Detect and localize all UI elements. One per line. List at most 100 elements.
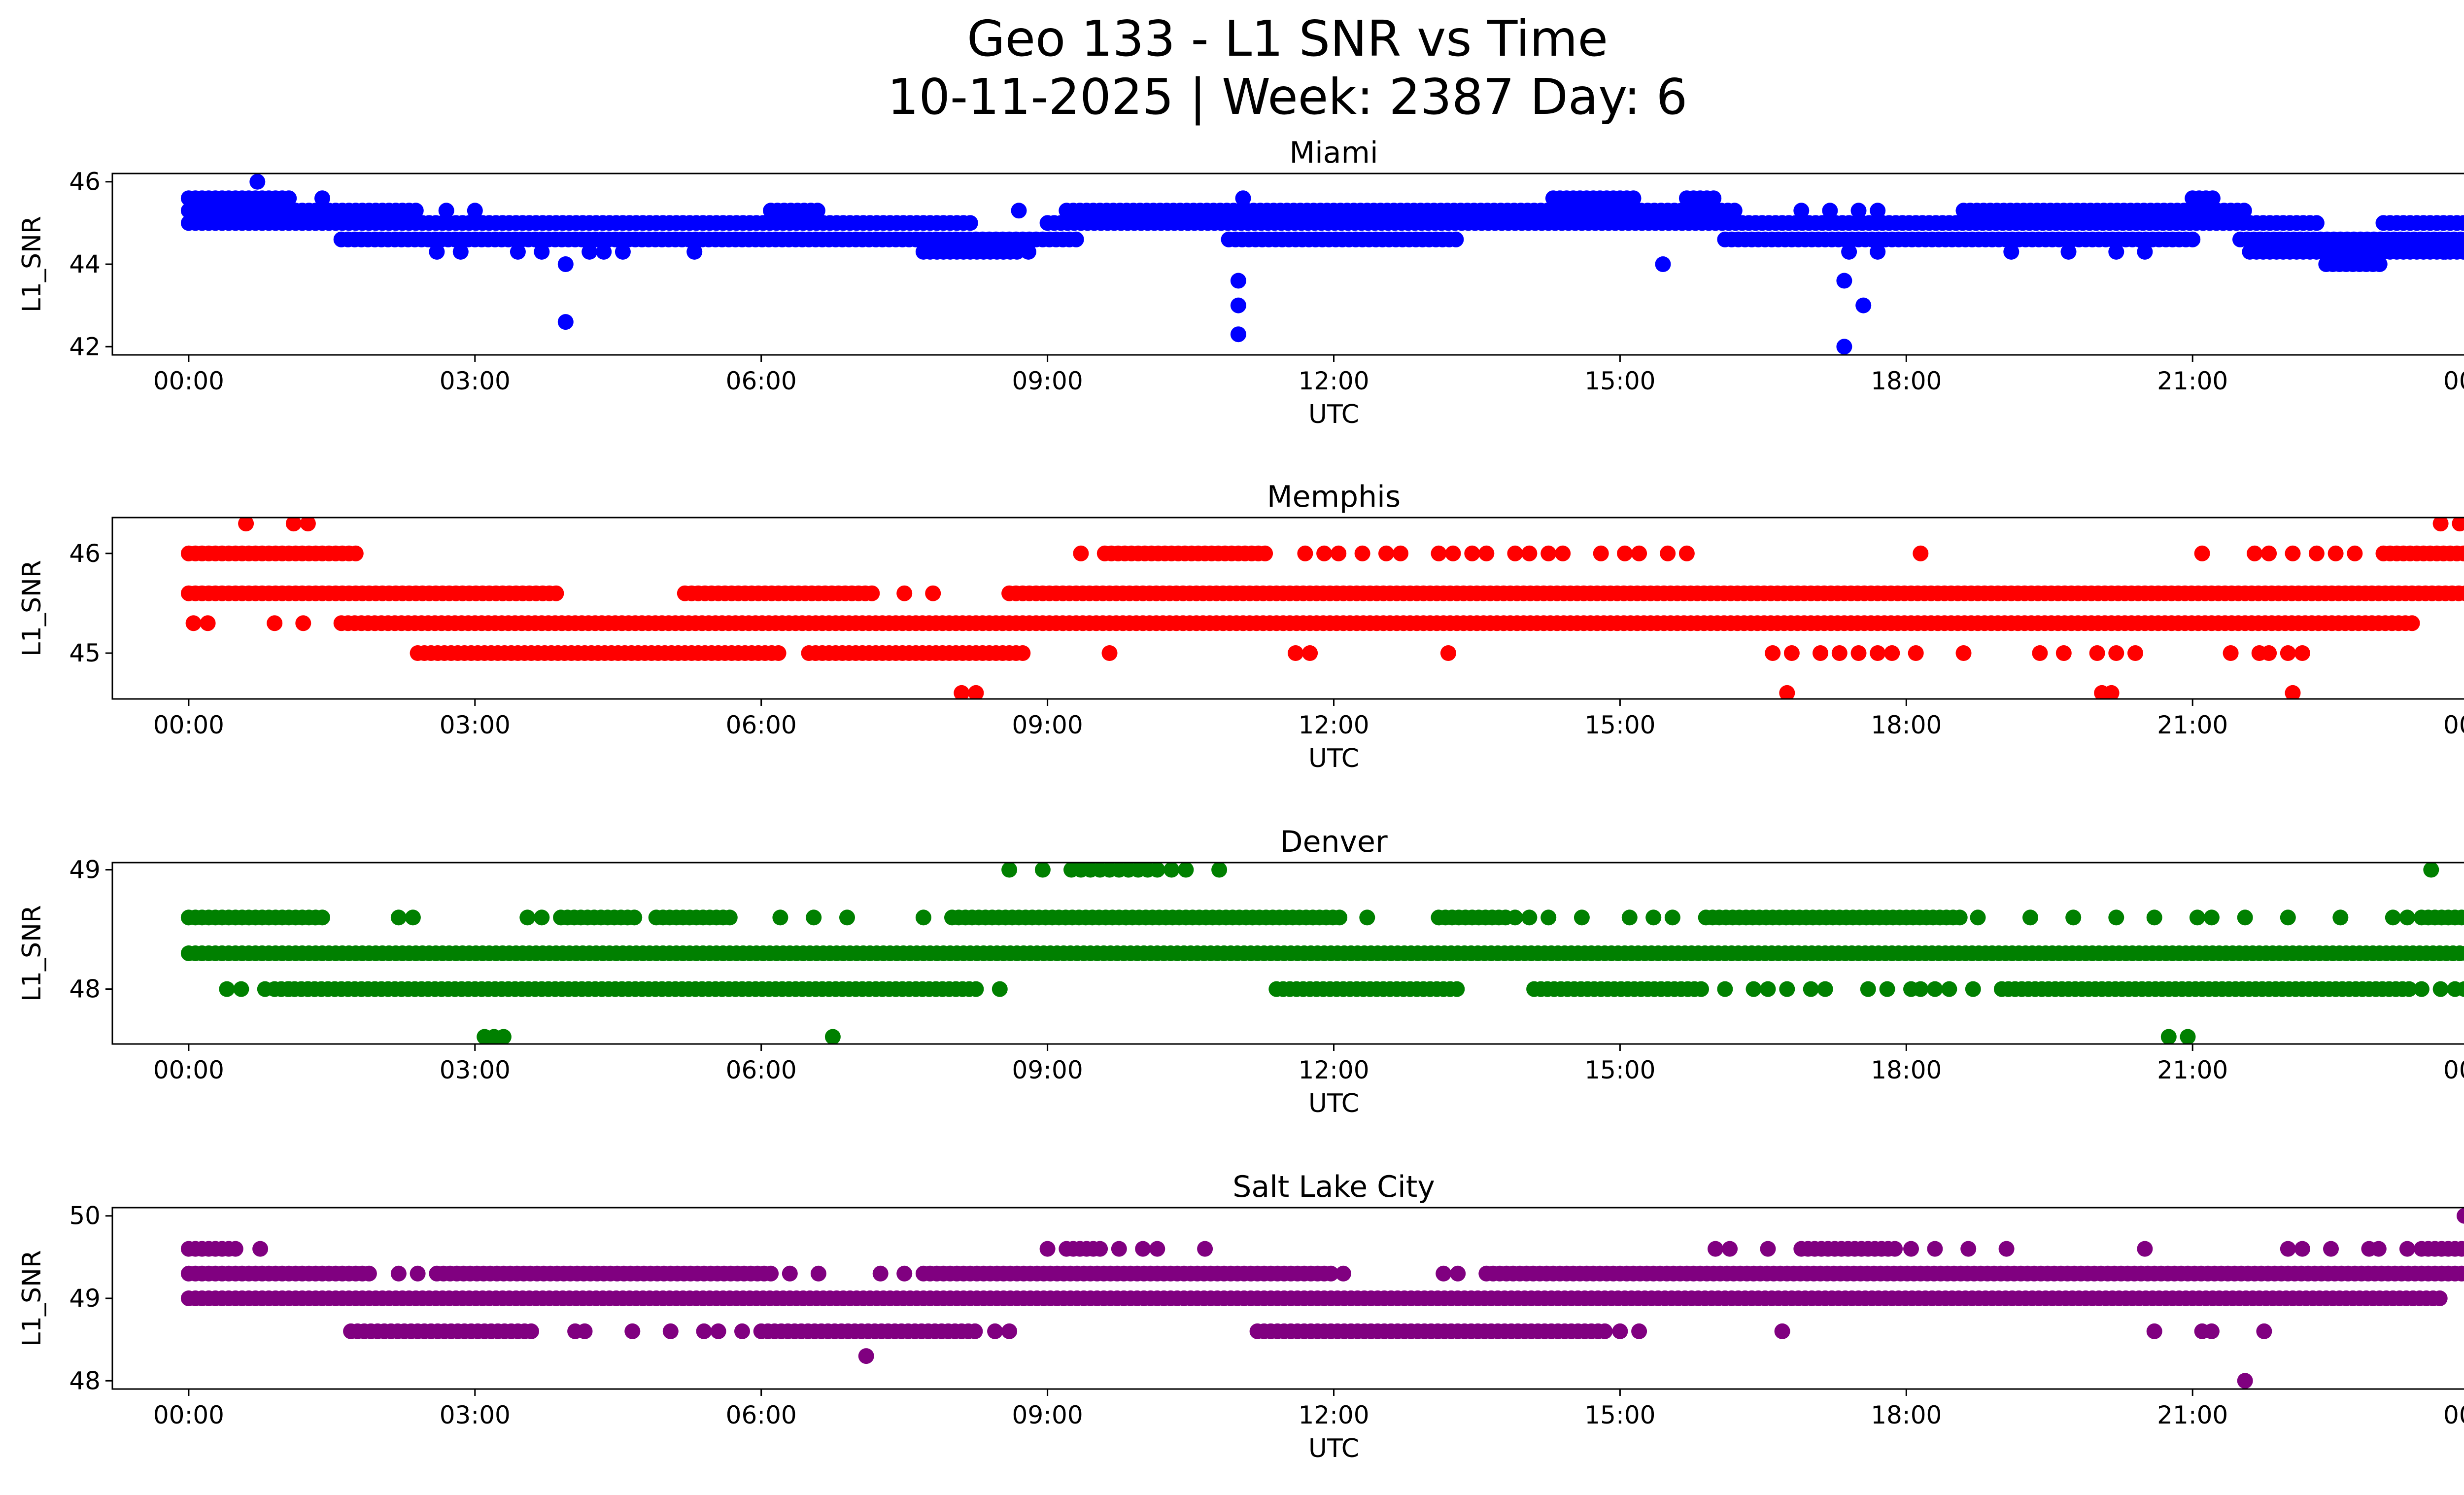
data-point: [557, 314, 574, 330]
panel-title: Denver: [1280, 825, 1388, 859]
data-point: [2404, 615, 2420, 631]
data-point: [1009, 243, 1025, 260]
data-point: [1507, 909, 1523, 926]
data-point: [2460, 911, 2464, 924]
data-point: [185, 615, 202, 631]
data-point: [1726, 203, 1743, 219]
data-point: [390, 909, 407, 926]
data-point: [2432, 518, 2449, 532]
data-point: [1850, 645, 1867, 661]
data-point: [410, 1265, 426, 1282]
y-tick-label: 50: [69, 1202, 101, 1230]
data-point: [1879, 981, 1895, 997]
data-point: [968, 981, 984, 997]
data-point: [1101, 645, 1118, 661]
scatter-markers: [180, 863, 2464, 1044]
data-point: [438, 203, 454, 219]
data-point: [864, 585, 880, 601]
x-tick-label: 15:00: [1584, 367, 1655, 395]
data-point: [1927, 981, 1943, 997]
data-point: [1913, 545, 1929, 561]
data-point: [2160, 1029, 2177, 1044]
x-tick-label: 18:00: [1871, 1401, 1942, 1429]
y-tick-label: 42: [69, 332, 101, 361]
data-point: [1831, 645, 1848, 661]
data-point: [1540, 909, 1557, 926]
data-point: [1335, 1265, 1351, 1282]
y-tick-label: 45: [69, 639, 101, 667]
data-point: [314, 909, 330, 926]
figure-title-line2: 10-11-2025 | Week: 2387 Day: 6: [887, 68, 1688, 126]
data-point: [626, 909, 643, 926]
data-point: [710, 1323, 726, 1339]
data-point: [1631, 545, 1647, 561]
data-point: [2204, 190, 2221, 207]
x-tick-label: 09:00: [1012, 1056, 1083, 1084]
data-point: [2189, 909, 2205, 926]
data-point: [2280, 909, 2296, 926]
data-point: [1850, 203, 1867, 219]
data-point: [2294, 645, 2310, 661]
data-point: [992, 981, 1008, 997]
data-point: [839, 909, 855, 926]
x-tick-label: 09:00: [1012, 367, 1083, 395]
data-point: [2108, 645, 2124, 661]
data-point: [1593, 545, 1609, 561]
data-point: [2457, 1208, 2464, 1224]
data-point: [1197, 1241, 1213, 1257]
data-point: [467, 203, 483, 219]
data-point: [2437, 243, 2454, 260]
data-point: [1884, 645, 1900, 661]
data-point: [2462, 247, 2464, 257]
data-point: [2223, 645, 2239, 661]
data-point: [300, 518, 316, 532]
data-point: [577, 1323, 593, 1339]
x-tick-label: 18:00: [1871, 367, 1942, 395]
data-point: [1951, 909, 1968, 926]
data-point: [987, 1323, 1003, 1339]
data-point: [1836, 339, 1852, 355]
data-point: [1722, 1241, 1738, 1257]
data-point: [2108, 243, 2124, 260]
data-point: [2089, 645, 2105, 661]
data-point: [2065, 909, 2082, 926]
data-point: [2413, 981, 2430, 997]
data-point: [2285, 685, 2301, 699]
data-point: [347, 545, 364, 561]
data-point: [896, 1265, 913, 1282]
data-point: [770, 645, 787, 661]
data-point: [1230, 273, 1246, 289]
data-point: [915, 909, 931, 926]
data-point: [1645, 909, 1662, 926]
data-point: [1822, 203, 1838, 219]
data-point: [1235, 190, 1251, 207]
data-point: [1941, 981, 1957, 997]
data-point: [281, 981, 297, 997]
data-point: [1135, 1241, 1151, 1257]
data-point: [1612, 1323, 1628, 1339]
data-point: [1621, 909, 1638, 926]
x-tick-label: 03:00: [440, 1401, 511, 1429]
data-point: [2370, 1241, 2387, 1257]
data-point: [1855, 297, 1872, 313]
data-point: [2461, 518, 2464, 529]
x-axis-label: UTC: [1308, 744, 1359, 773]
x-axis-label: UTC: [1308, 1089, 1359, 1118]
data-point: [1359, 909, 1375, 926]
data-point: [2456, 243, 2464, 260]
data-point: [1073, 545, 1089, 561]
data-point: [2185, 231, 2201, 247]
data-point: [2385, 909, 2401, 926]
data-point: [2236, 203, 2252, 219]
panel-miami: Miami 00:00 03:00 06:00 09:00 12:00 15:00 18:00…: [17, 136, 2464, 429]
data-point: [1597, 1323, 1613, 1339]
panel-title: Salt Lake City: [1232, 1170, 1435, 1204]
data-point: [772, 909, 788, 926]
x-tick-label: 18:00: [1871, 711, 1942, 739]
data-point: [2458, 585, 2464, 601]
y-axis-label: L1_SNR: [17, 905, 47, 1002]
data-point: [1783, 645, 1800, 661]
data-point: [1927, 1241, 1943, 1257]
y-axis-label: L1_SNR: [17, 1250, 47, 1347]
